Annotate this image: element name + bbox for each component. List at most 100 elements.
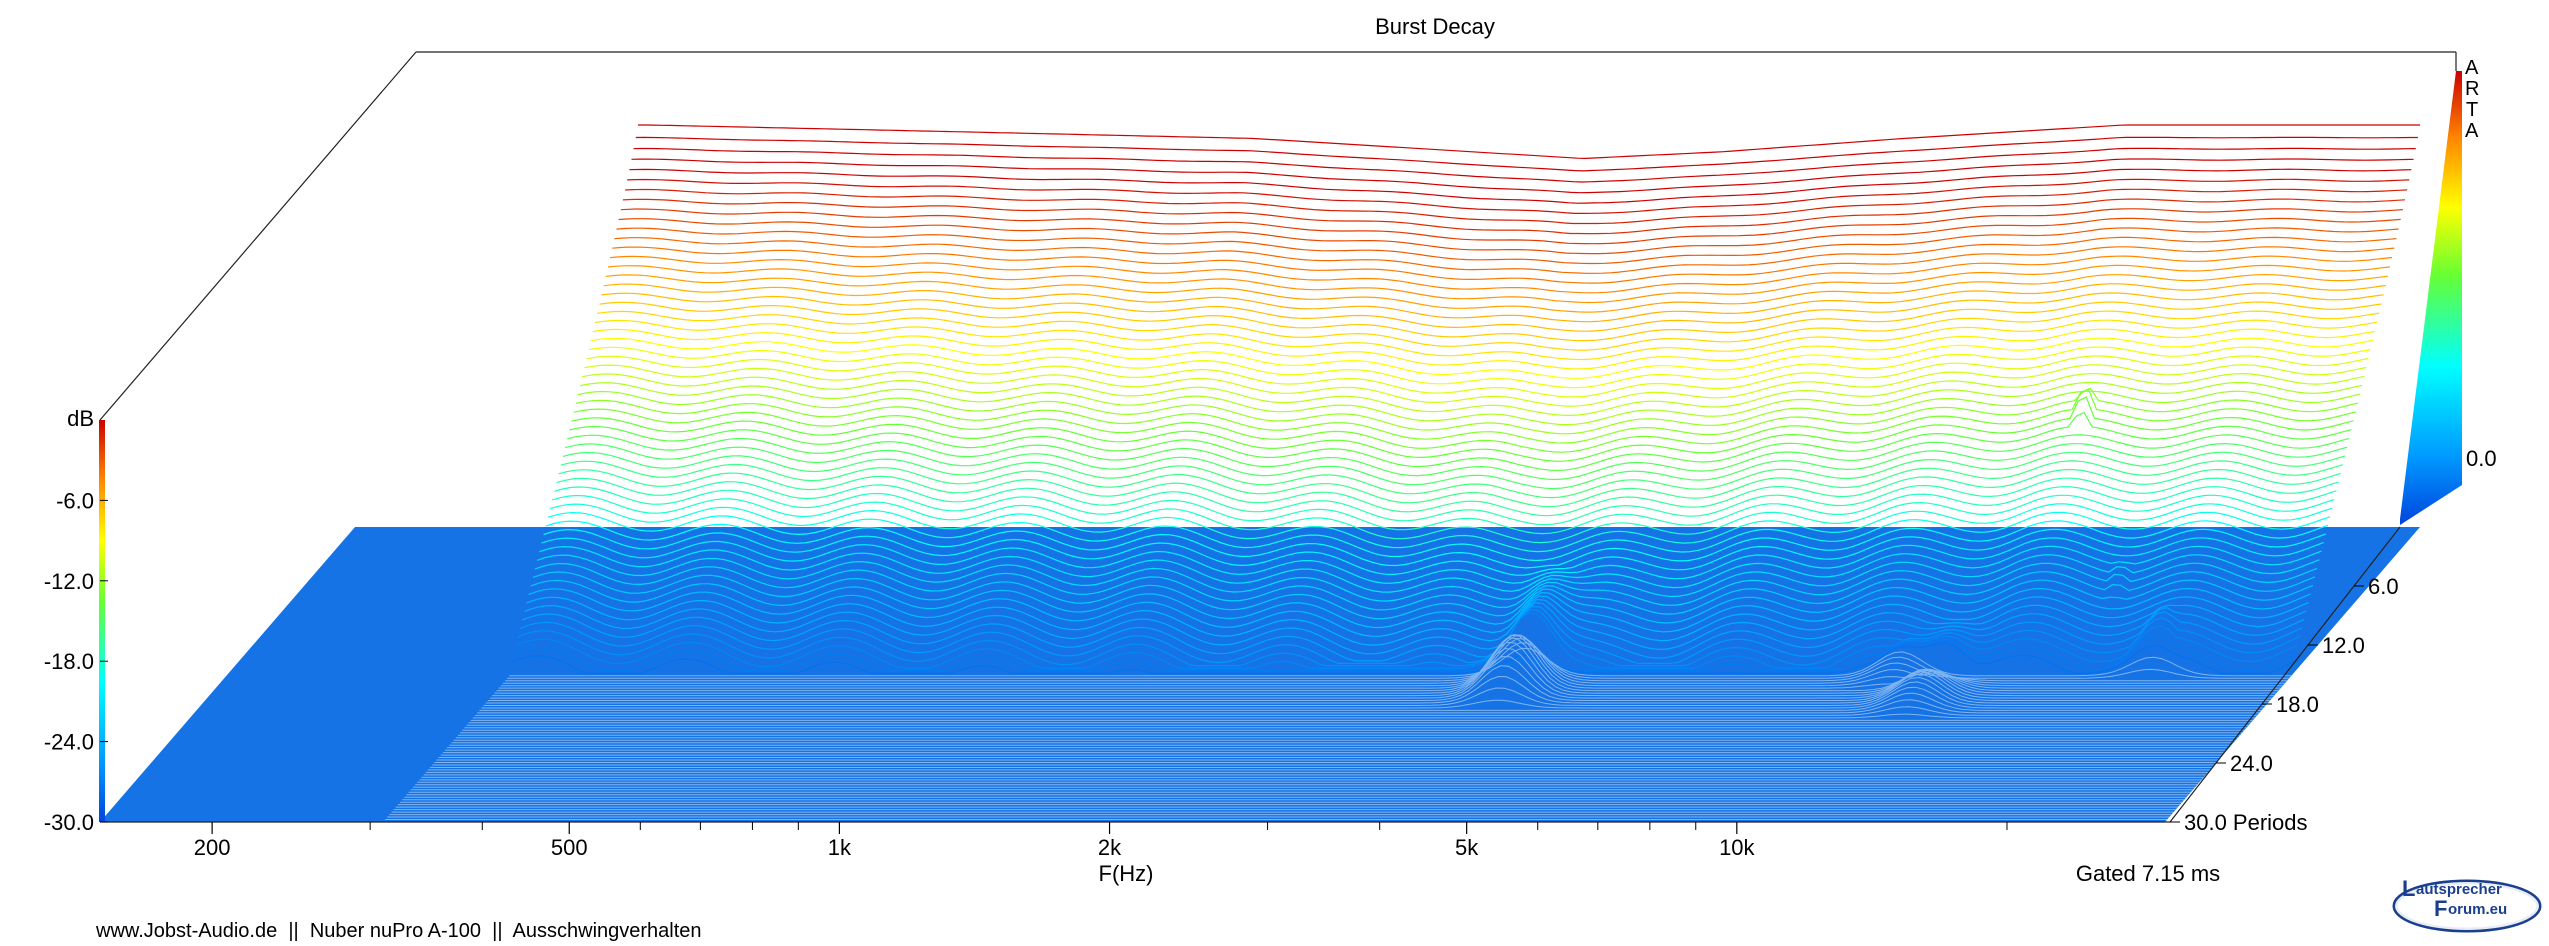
- x-axis-label: F(Hz): [1099, 861, 1154, 886]
- decay-slice-line: [618, 217, 2401, 255]
- decay-slice-line: [547, 511, 2331, 562]
- decay-slice-line: [517, 609, 2301, 667]
- db-tick-label: -6.0: [56, 488, 94, 513]
- decay-slice-line: [485, 675, 2268, 704]
- decay-slice-line: [605, 273, 2388, 313]
- db-color-bar: [99, 420, 105, 822]
- period-tick-label: 12.0: [2322, 633, 2365, 658]
- svg-text:A: A: [2465, 120, 2479, 142]
- freq-tick-label: 10k: [1719, 835, 1755, 860]
- decay-slice-line: [502, 635, 2285, 684]
- decay-slice-line: [490, 655, 2273, 699]
- decay-slice-line: [524, 598, 2307, 655]
- gate-info: Gated 7.15 ms: [2076, 861, 2220, 886]
- decay-slice-line: [521, 602, 2305, 662]
- decay-slice-line: [567, 434, 2350, 481]
- decay-slice-line: [560, 460, 2344, 508]
- decay-slice-line: [500, 634, 2283, 687]
- floor-fill: [100, 527, 2420, 822]
- decay-slice-line: [483, 681, 2266, 706]
- db-tick-label: -30.0: [44, 810, 94, 835]
- decay-slice-line: [607, 264, 2391, 304]
- decay-slice-line: [582, 372, 2365, 417]
- decay-slice-line: [586, 355, 2369, 398]
- left-diagonal-edge: [99, 51, 417, 421]
- db-tick-label: -24.0: [44, 730, 94, 755]
- decay-slice-line: [475, 706, 2258, 716]
- decay-slice-line: [530, 579, 2314, 629]
- freq-tick-label: 1k: [828, 835, 852, 860]
- decay-slice-line: [577, 390, 2361, 435]
- decay-slice-line: [558, 468, 2341, 517]
- decay-slice-line: [622, 198, 2406, 235]
- decay-slice-line: [541, 537, 2324, 584]
- decay-slice-line: [612, 246, 2395, 284]
- decay-slice-line: [511, 642, 2294, 674]
- period-tick-label: 6.0: [2368, 574, 2399, 599]
- decay-slice-line: [505, 637, 2288, 682]
- decay-slice-line: [496, 637, 2279, 692]
- freq-tick-label: 200: [194, 835, 231, 860]
- db-tick-label: -12.0: [44, 569, 94, 594]
- decay-slice-line: [507, 642, 2290, 679]
- decay-slice-line: [543, 528, 2326, 576]
- decay-slice-line: [539, 545, 2322, 593]
- arta-brand: A R T A: [2465, 57, 2479, 142]
- svg-text:T: T: [2466, 99, 2478, 121]
- footer-text: www.Jobst-Audio.de || Nuber nuPro A-100 …: [95, 920, 702, 942]
- right-color-bar: [2400, 71, 2462, 525]
- svg-text:autsprecher: autsprecher: [2416, 881, 2502, 898]
- decay-slice-line: [509, 647, 2292, 677]
- decay-slice-line: [564, 442, 2348, 490]
- decay-slice-line: [590, 337, 2374, 379]
- decay-slice-line: [571, 396, 2354, 462]
- freq-tick-label: 2k: [1098, 835, 1122, 860]
- decay-slice-line: [472, 713, 2255, 719]
- decay-slice-line: [637, 124, 2420, 160]
- colorbar-zero-label: 0.0: [2466, 446, 2497, 471]
- svg-text:R: R: [2465, 78, 2479, 100]
- floor-plane: [100, 527, 2420, 822]
- svg-text:orum.eu: orum.eu: [2448, 901, 2507, 918]
- decay-slice-line: [633, 147, 2416, 183]
- decay-slice-line: [477, 699, 2260, 714]
- frequency-ticks: 200 500 1k 2k 5k 10k: [194, 822, 2008, 860]
- decay-slice-line: [597, 310, 2380, 351]
- decay-slice-line: [498, 634, 2281, 689]
- decay-slice-line: [519, 605, 2303, 664]
- decay-slice-line: [635, 136, 2418, 172]
- period-tick-label: 18.0: [2276, 692, 2319, 717]
- decay-slice-line: [554, 486, 2337, 535]
- decay-slice-line: [552, 494, 2335, 544]
- decay-slice-line: [627, 178, 2410, 214]
- decay-slice-line: [532, 571, 2316, 620]
- decay-slice-line: [545, 520, 2329, 569]
- decay-slice-line: [494, 641, 2277, 694]
- decay-slice-line: [549, 503, 2333, 553]
- right-depth-axis: [2169, 526, 2401, 823]
- decay-slice-line: [620, 208, 2403, 245]
- decay-slice-line: [588, 346, 2371, 389]
- db-axis-label: dB: [67, 406, 94, 431]
- svg-text:L: L: [2402, 876, 2415, 901]
- decay-slice-line: [575, 387, 2359, 444]
- decay-slice-line: [526, 595, 2309, 646]
- axis-frame: [99, 51, 2457, 823]
- freq-tick-label: 5k: [1455, 835, 1479, 860]
- decay-slice-line: [610, 255, 2393, 294]
- decay-slice-line: [534, 562, 2318, 611]
- decay-slice-line: [479, 692, 2262, 711]
- db-tick-label: -18.0: [44, 649, 94, 674]
- decay-slice-line: [601, 292, 2384, 332]
- decay-slice-line: [579, 381, 2363, 426]
- decay-slice-line: [614, 236, 2397, 274]
- decay-slice-line: [595, 319, 2378, 361]
- decay-slice-line: [562, 451, 2346, 499]
- period-tick-label: 24.0: [2230, 751, 2273, 776]
- decay-slice-line: [513, 634, 2296, 672]
- db-ticks: -6.0 -12.0 -18.0 -24.0 -30.0: [44, 488, 108, 835]
- decay-slice-line: [556, 477, 2339, 526]
- chart-title: Burst Decay: [1375, 14, 1495, 39]
- decay-slice-line: [569, 411, 2352, 472]
